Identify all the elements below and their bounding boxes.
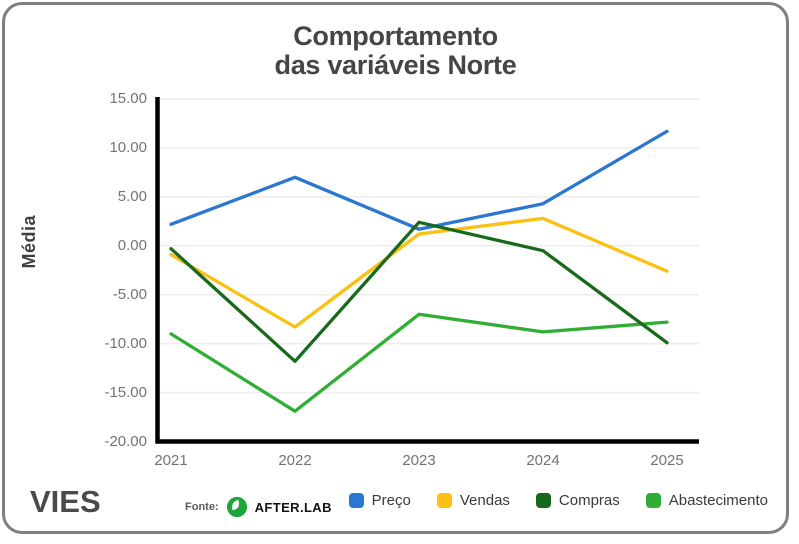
x-tick-label: 2024 [526, 452, 560, 469]
y-tick-label: 5.00 [117, 187, 147, 205]
chart-legend: Preço Vendas Compras Abastecimento [348, 492, 768, 509]
chart-title: Comportamento das variáveis Norte [5, 22, 786, 80]
y-tick-label: 15.00 [109, 90, 147, 107]
legend-label: Vendas [459, 492, 510, 509]
y-tick-label: -15.00 [104, 383, 147, 401]
legend-swatch-icon [645, 493, 661, 508]
legend-label: Compras [558, 492, 620, 509]
line-chart [155, 97, 699, 444]
legend-item-compras: Compras [535, 492, 620, 509]
y-tick-label: -10.00 [104, 334, 147, 352]
afterlab-logo-icon [226, 496, 248, 518]
legend-swatch-icon [436, 493, 452, 508]
legend-item-vendas: Vendas [436, 492, 510, 509]
y-tick-label: 10.00 [109, 138, 147, 156]
x-tick-label: 2023 [402, 452, 436, 469]
x-tick-label: 2021 [154, 452, 188, 469]
series-line-preço [169, 129, 669, 231]
source-label: Fonte: [185, 501, 219, 513]
legend-item-preço: Preço [348, 492, 411, 509]
y-tick-label: -20.00 [104, 432, 147, 450]
y-axis-label: Média [19, 215, 39, 269]
legend-label: Abastecimento [668, 492, 768, 509]
chart-title-line1: Comportamento [293, 21, 498, 51]
source-name: AFTER.LAB [254, 499, 332, 515]
series-line-compras [169, 220, 669, 363]
y-axis-ticks: 15.00 10.00 5.00 0.00 -5.00 -10.00 -15.00 -20.0… [85, 5, 147, 531]
x-tick-label: 2022 [278, 452, 312, 469]
y-tick-label: -5.00 [112, 285, 147, 303]
legend-label: Preço [371, 492, 411, 509]
chart-title-line2: das variáveis Norte [274, 50, 517, 80]
source-badge: Fonte: AFTER.LAB [185, 495, 332, 519]
chart-card: Comportamento das variáveis Norte Média … [2, 2, 789, 534]
legend-swatch-icon [535, 493, 551, 508]
legend-item-abastecimento: Abastecimento [645, 492, 768, 509]
series-line-abastecimento [169, 312, 669, 413]
brand-logo: VIES [30, 484, 101, 519]
y-tick-label: 0.00 [117, 236, 147, 254]
x-tick-label: 2025 [650, 452, 684, 469]
series-line-vendas [169, 216, 669, 329]
legend-swatch-icon [348, 493, 364, 508]
